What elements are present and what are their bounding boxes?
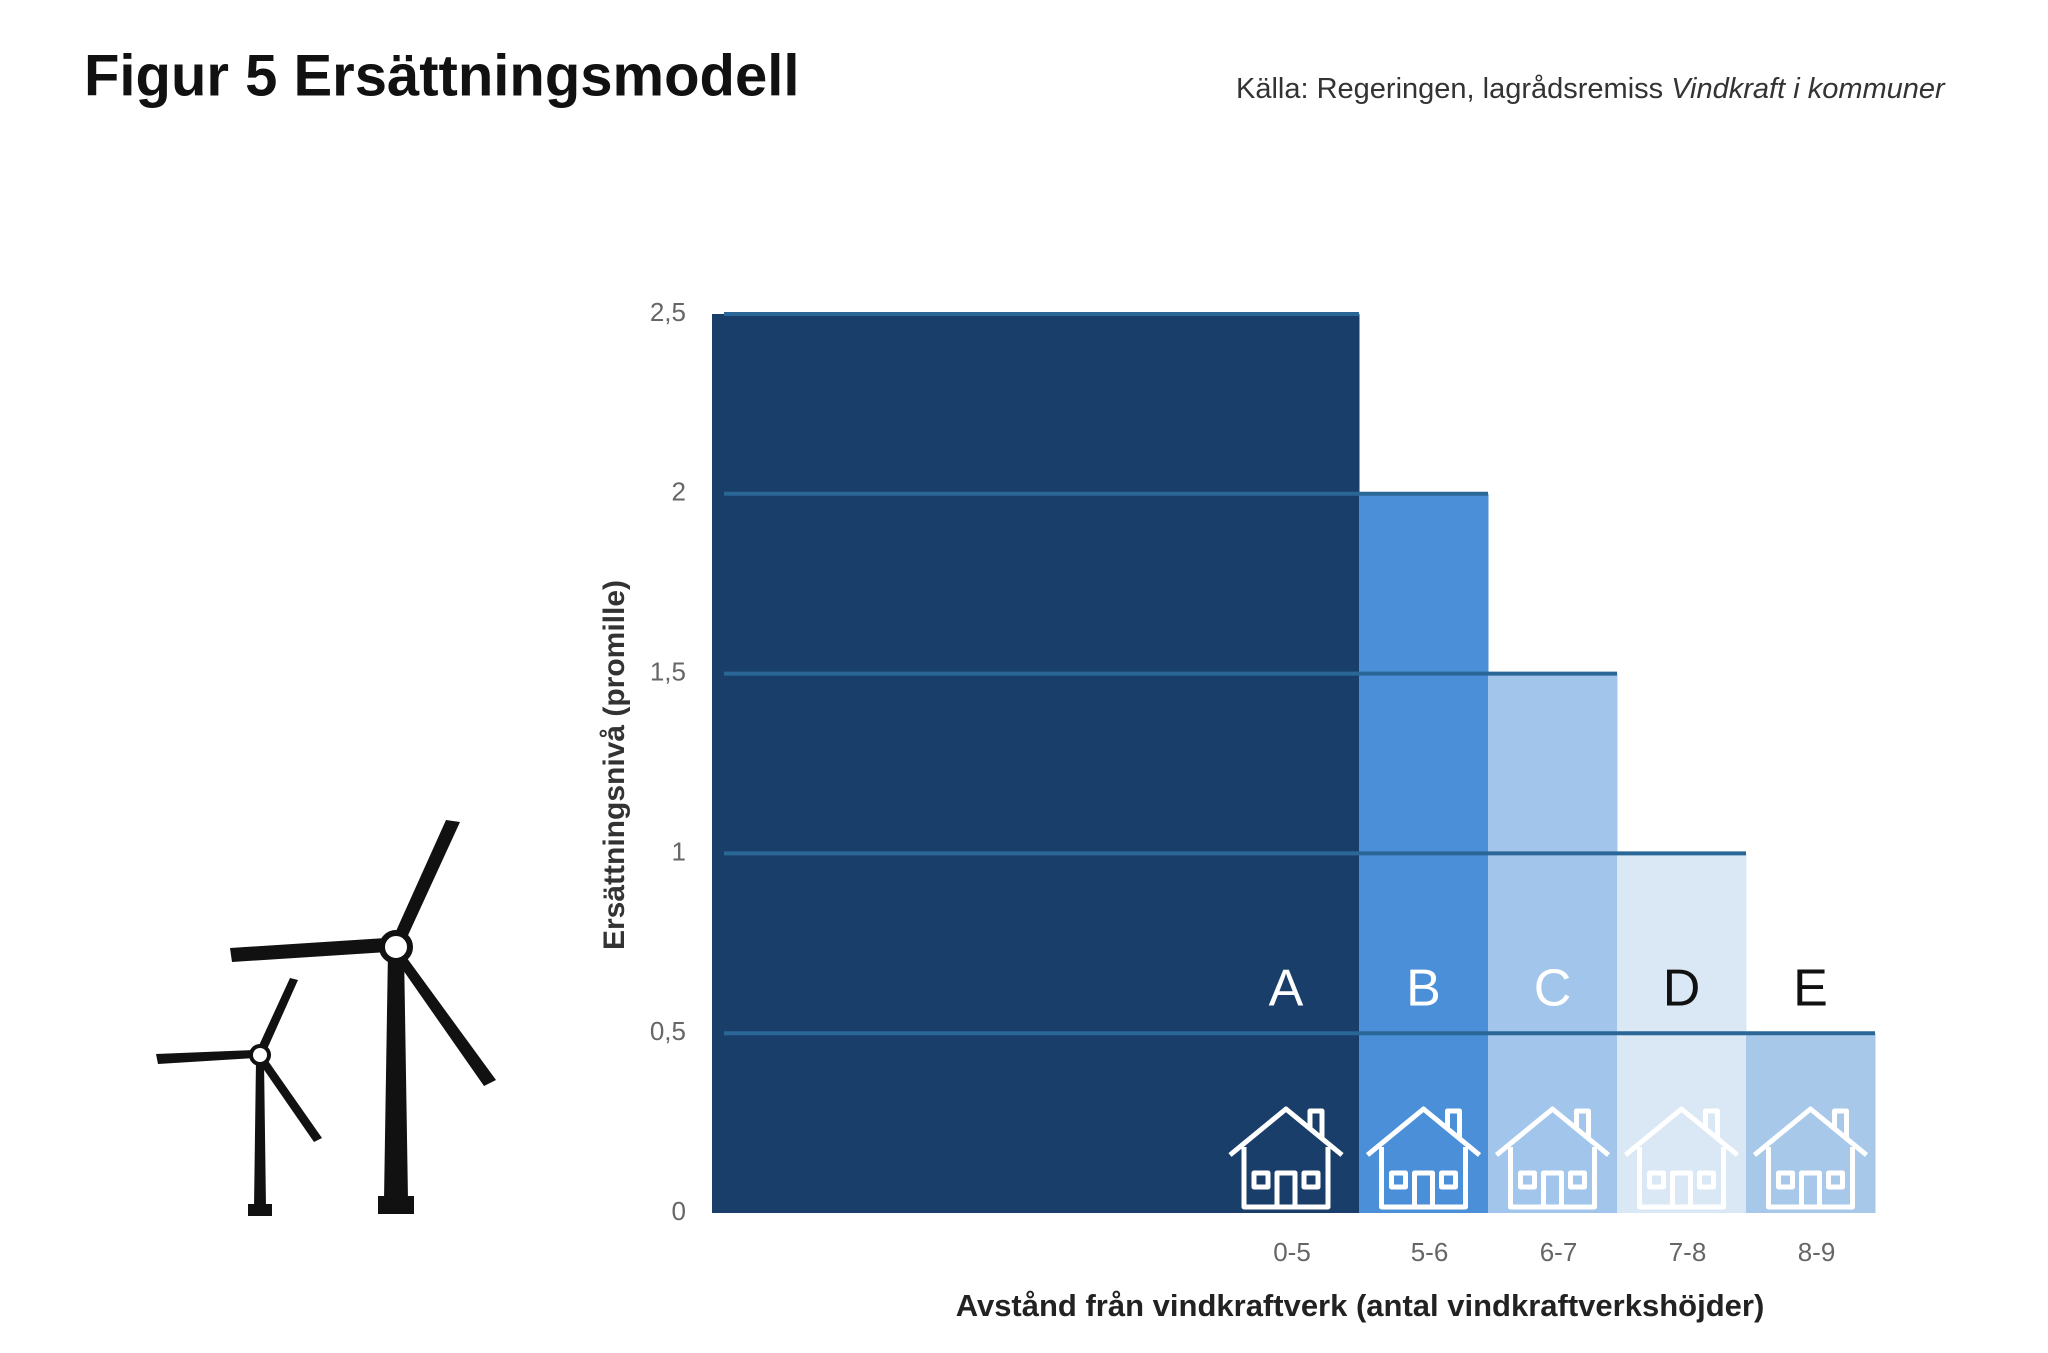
turbine-blade	[156, 1050, 256, 1064]
turbine-hub	[249, 1044, 271, 1066]
bar-letter: C	[1534, 960, 1572, 1018]
house-window	[1697, 1170, 1716, 1190]
y-tick-label: 2,5	[650, 297, 686, 327]
bar-letter: B	[1406, 960, 1441, 1018]
turbine-blade	[396, 954, 496, 1086]
x-tick-label: 0-5	[1273, 1237, 1311, 1267]
bar-letter: A	[1269, 960, 1304, 1018]
house-door	[1412, 1170, 1435, 1210]
house-roof	[1228, 1106, 1344, 1157]
bar-letter: E	[1793, 960, 1828, 1018]
house-window	[1568, 1170, 1587, 1190]
wind-turbines	[156, 820, 496, 1216]
bar-letter: D	[1663, 960, 1701, 1018]
x-tick-label: 5-6	[1411, 1237, 1449, 1267]
turbine-tower	[384, 950, 408, 1200]
x-axis-label: Avstånd från vindkraftverk (antal vindkr…	[956, 1288, 1765, 1323]
house-chimney	[1574, 1108, 1591, 1139]
source-emphasis: Vindkraft i kommuner	[1671, 73, 1946, 105]
house-icon	[1228, 1106, 1344, 1210]
house-roof	[1494, 1106, 1611, 1157]
turbine-blade	[260, 1058, 322, 1142]
house-door	[1670, 1170, 1693, 1210]
house-window	[1776, 1170, 1795, 1190]
house-chimney	[1307, 1108, 1325, 1139]
house-icon	[1623, 1106, 1740, 1210]
house-icon	[1494, 1106, 1611, 1210]
turbine-blade	[256, 978, 298, 1056]
bar	[712, 314, 1360, 1213]
turbine-blade	[230, 938, 388, 962]
house-roof	[1752, 1106, 1869, 1157]
turbine-tower	[254, 1060, 266, 1208]
house-window	[1647, 1170, 1666, 1190]
house-door	[1541, 1170, 1564, 1210]
house-window	[1301, 1170, 1321, 1190]
house-window	[1439, 1170, 1458, 1190]
chart-title: Figur 5 Ersättningsmodell	[84, 43, 799, 108]
source: Källa: Regeringen, lagrådsremiss Vindkra…	[1236, 73, 1946, 105]
bar	[1746, 1033, 1876, 1213]
x-tick-label: 7-8	[1669, 1237, 1707, 1267]
house-window	[1389, 1170, 1408, 1190]
house-roof	[1365, 1106, 1482, 1157]
y-tick-label: 0	[672, 1196, 686, 1226]
turbine-blade	[392, 820, 460, 944]
source-text: Källa: Regeringen, lagrådsremiss	[1236, 73, 1671, 105]
y-tick-label: 0,5	[650, 1016, 686, 1046]
turbine-base	[248, 1204, 272, 1216]
house-window	[1826, 1170, 1845, 1190]
bar	[1488, 673, 1618, 1213]
y-tick-label: 2	[672, 477, 686, 507]
x-tick-label: 8-9	[1798, 1237, 1836, 1267]
y-axis-label: Ersättningsnivå (promille)	[598, 580, 631, 950]
house-icon	[1365, 1106, 1482, 1210]
house-door	[1799, 1170, 1822, 1210]
turbine-base	[378, 1196, 414, 1214]
house-chimney	[1832, 1108, 1849, 1139]
house-chimney	[1445, 1108, 1462, 1139]
house-icon	[1752, 1106, 1869, 1210]
house-window	[1251, 1170, 1271, 1190]
house-chimney	[1703, 1108, 1720, 1139]
x-tick-label: 6-7	[1540, 1237, 1578, 1267]
y-tick-label: 1	[672, 836, 686, 866]
house-window	[1518, 1170, 1537, 1190]
house-roof	[1623, 1106, 1740, 1157]
y-tick-label: 1,5	[650, 656, 686, 686]
house-door	[1274, 1170, 1298, 1210]
turbine-hub	[379, 930, 413, 964]
